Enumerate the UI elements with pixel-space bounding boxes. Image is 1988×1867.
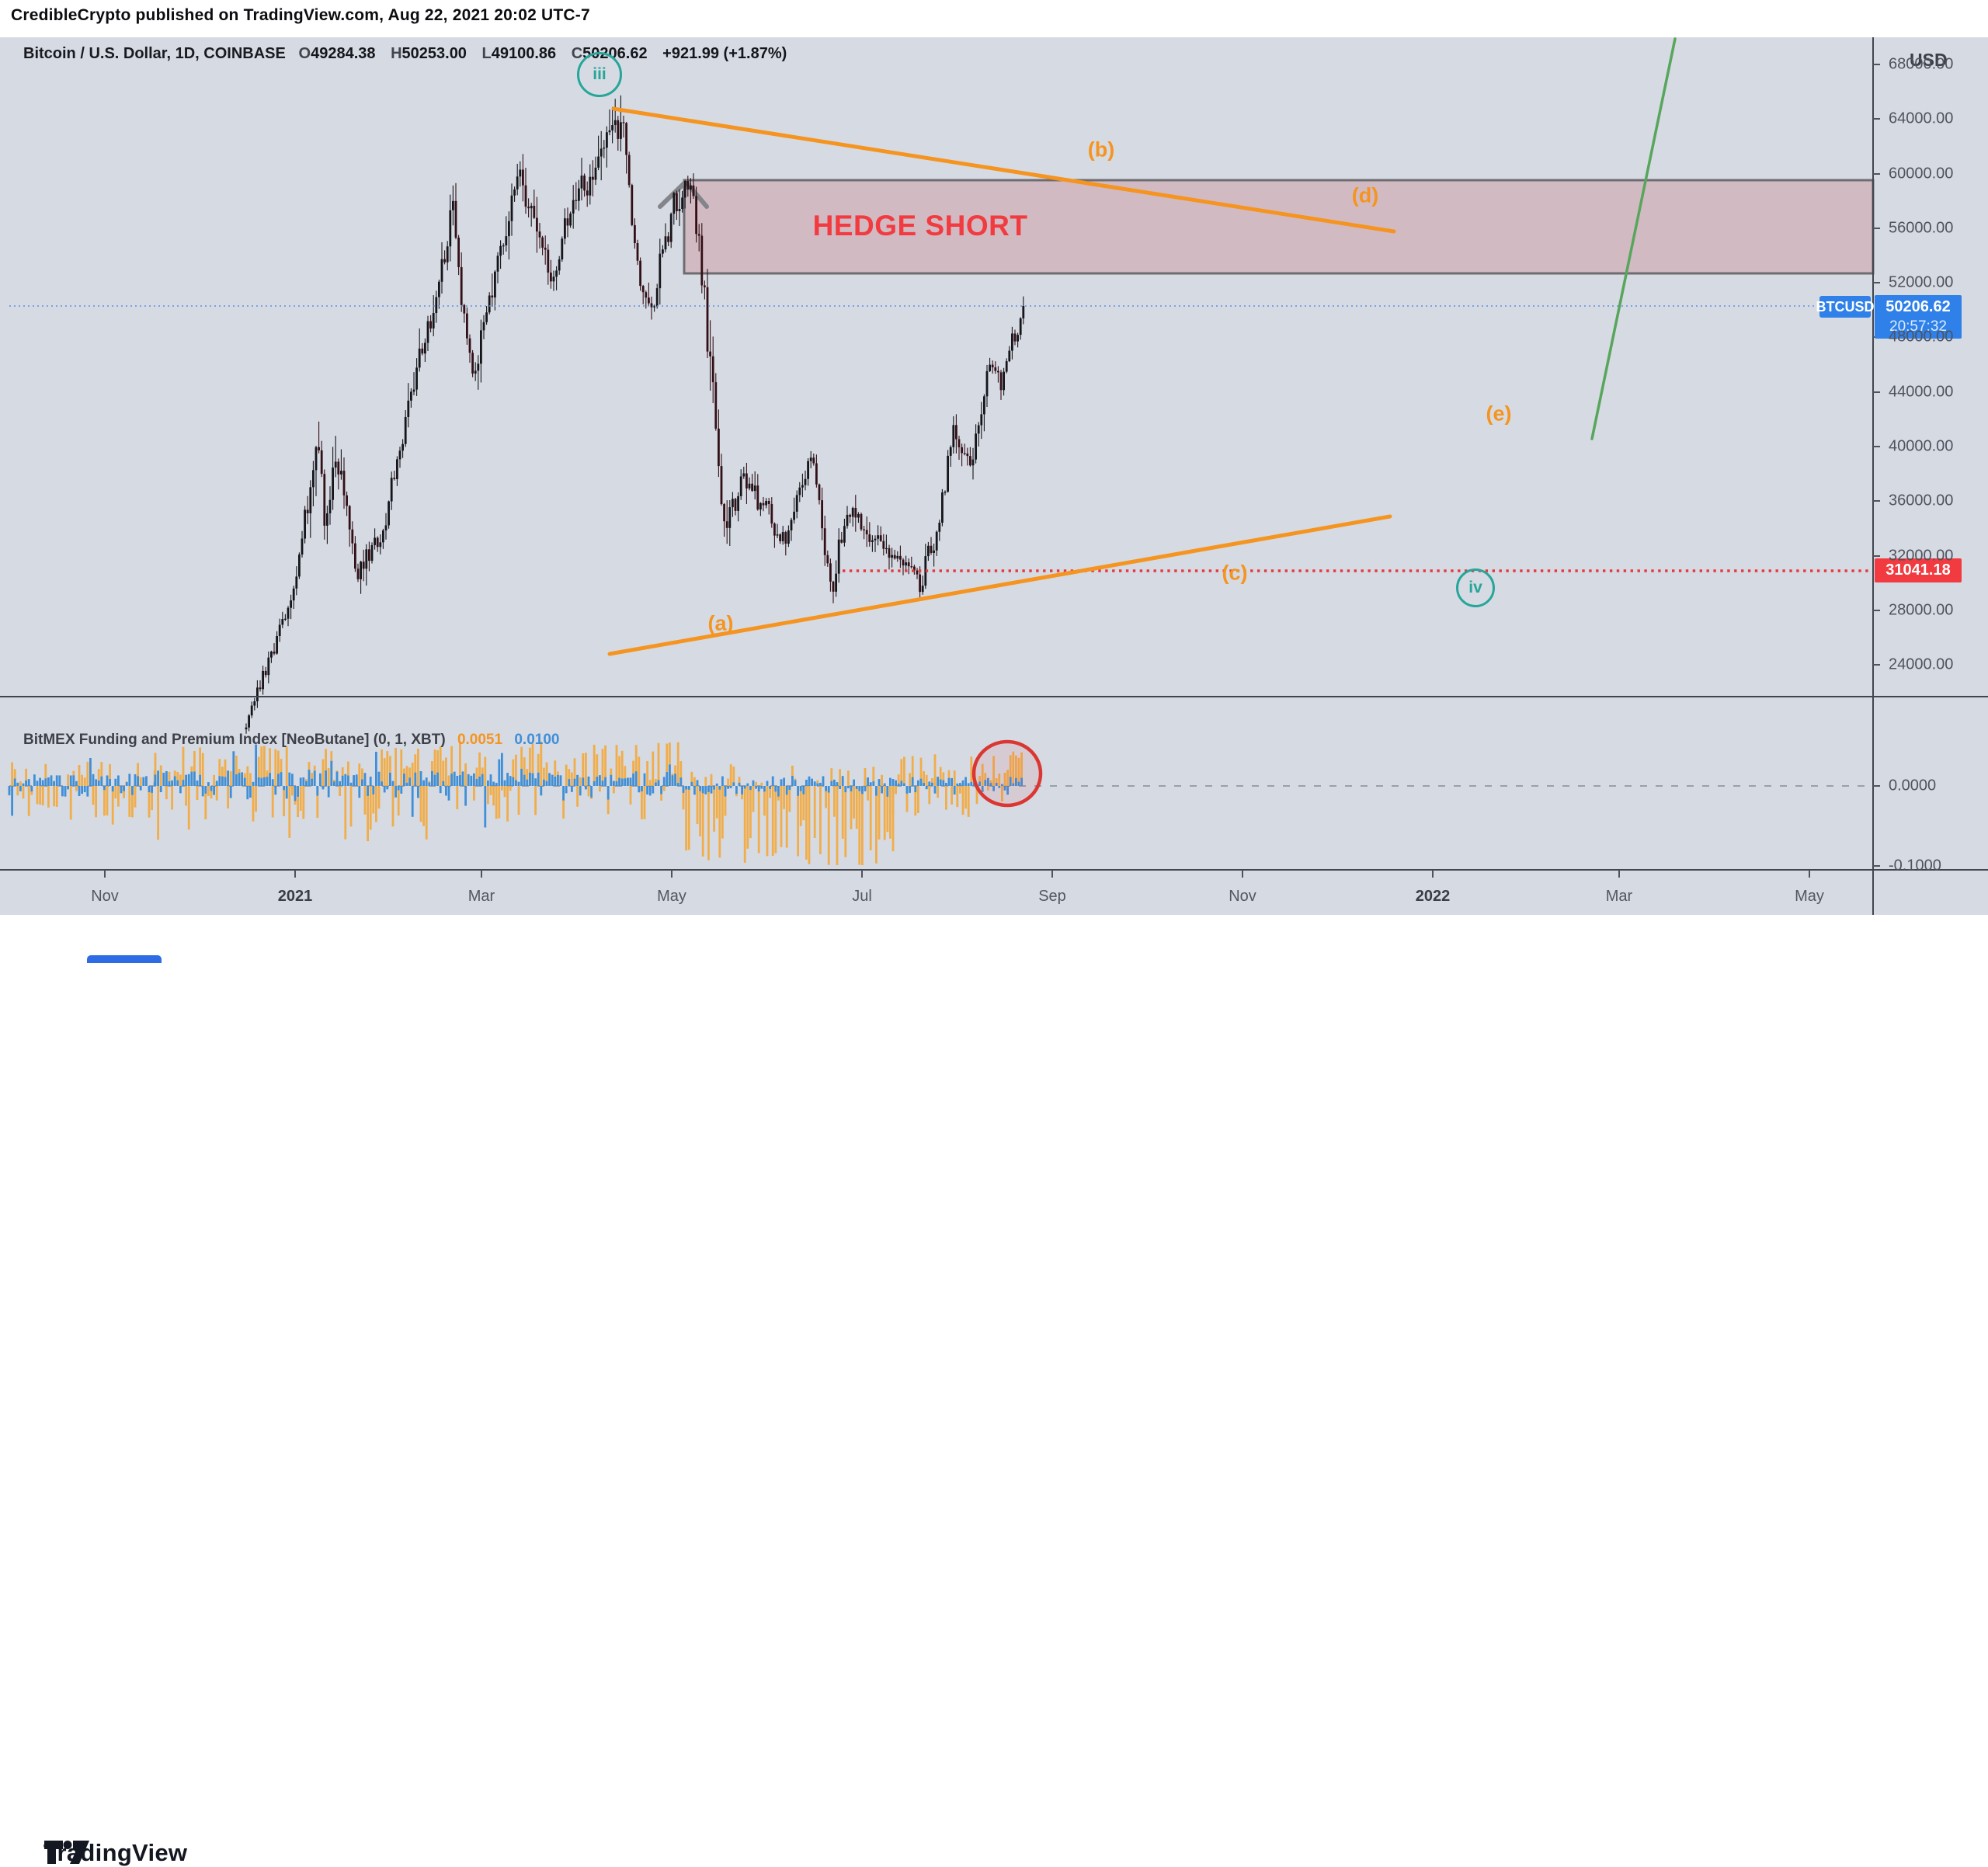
indicator-tick-label: -0.1000	[1889, 857, 1941, 874]
price-tick-label: 68000.00	[1889, 55, 1954, 73]
projection-line	[1590, 37, 1677, 440]
high-value: 50253.00	[401, 45, 467, 62]
time-tick-label: Sep	[1038, 888, 1066, 905]
funding-indicator-bars	[8, 741, 1873, 865]
horizontal-price-lines[interactable]	[9, 305, 1873, 572]
indicator-tick-label: 0.0000	[1889, 777, 1937, 794]
time-tick-label: May	[657, 888, 686, 905]
wave-label-e[interactable]: (e)	[1486, 402, 1512, 426]
indicator-value-premium: 0.0100	[514, 732, 560, 748]
red-highlight-circle[interactable]	[971, 739, 1043, 808]
wave-label-a[interactable]: (a)	[707, 611, 734, 635]
tradingview-logo-icon	[44, 1841, 89, 1864]
cropped-bottom-button[interactable]	[87, 955, 162, 963]
bar-countdown: 20:57:32	[1889, 318, 1947, 335]
tradingview-logo[interactable]: TradingView	[43, 1839, 187, 1867]
price-tick-label: 24000.00	[1889, 655, 1954, 673]
price-tick-label: 56000.00	[1889, 219, 1954, 237]
low-label: L	[481, 45, 492, 62]
close-label: C	[571, 45, 583, 62]
open-value: 49284.38	[311, 45, 376, 62]
time-tick-label: Mar	[1605, 888, 1633, 905]
indicator-value-funding: 0.0051	[457, 732, 503, 748]
price-tick-label: 40000.00	[1889, 437, 1954, 455]
indicator-title-row[interactable]: BitMEX Funding and Premium Index [NeoBut…	[23, 732, 559, 749]
upper-descending-line	[611, 106, 1396, 234]
wave-label-b[interactable]: (b)	[1087, 137, 1115, 162]
price-tick-label: 28000.00	[1889, 601, 1954, 619]
last-price-label[interactable]: 50206.62 20:57:32	[1875, 295, 1962, 339]
price-tick-label: 64000.00	[1889, 110, 1954, 127]
chart-canvas[interactable]	[0, 0, 1988, 963]
high-label: H	[391, 45, 402, 62]
time-tick-label: 2022	[1415, 888, 1451, 905]
price-tick-label: 60000.00	[1889, 165, 1954, 183]
candlestick-series	[245, 95, 1025, 734]
hedge-short-zone[interactable]	[658, 178, 1875, 275]
hedge-short-label[interactable]: HEDGE SHORT	[812, 210, 1028, 242]
footer-strip: TradingView	[0, 915, 1988, 1866]
time-tick-label: Mar	[467, 888, 495, 905]
symbol-price-flag[interactable]: BTCUSD	[1816, 296, 1875, 318]
price-tick-label: 44000.00	[1889, 383, 1954, 401]
change-value: +921.99 (+1.87%)	[662, 45, 787, 62]
open-label: O	[298, 45, 311, 62]
attribution-header: CredibleCrypto published on TradingView.…	[11, 6, 590, 24]
price-tick-label: 48000.00	[1889, 328, 1954, 346]
wave-label-d[interactable]: (d)	[1351, 183, 1379, 207]
wave-circle-iv[interactable]: iv	[1456, 568, 1495, 607]
time-tick-label: May	[1795, 888, 1824, 905]
indicator-name[interactable]: BitMEX Funding and Premium Index [NeoBut…	[23, 732, 446, 748]
time-tick-label: Nov	[91, 888, 119, 905]
trendline-drawings[interactable]	[607, 37, 1677, 656]
price-tick-label: 36000.00	[1889, 492, 1954, 509]
lower-ascending-line	[607, 514, 1392, 656]
time-tick-label: Nov	[1229, 888, 1256, 905]
wave-label-c[interactable]: (c)	[1222, 561, 1248, 585]
symbol-title[interactable]: Bitcoin / U.S. Dollar, 1D, COINBASE	[23, 45, 286, 62]
last-price-value: 50206.62	[1885, 298, 1951, 315]
alert-price-label[interactable]: 31041.18	[1875, 558, 1962, 582]
time-tick-label: 2021	[277, 888, 313, 905]
time-tick-label: Jul	[852, 888, 872, 905]
low-value: 49100.86	[491, 45, 557, 62]
axes-frame	[0, 37, 1988, 915]
price-tick-label: 32000.00	[1889, 547, 1954, 565]
currency-unit-label[interactable]: USD	[1906, 50, 1951, 71]
wave-circle-iii[interactable]: iii	[577, 52, 622, 97]
symbol-ohlc-bar[interactable]: Bitcoin / U.S. Dollar, 1D, COINBASE O492…	[23, 45, 798, 63]
price-tick-label: 52000.00	[1889, 273, 1954, 291]
